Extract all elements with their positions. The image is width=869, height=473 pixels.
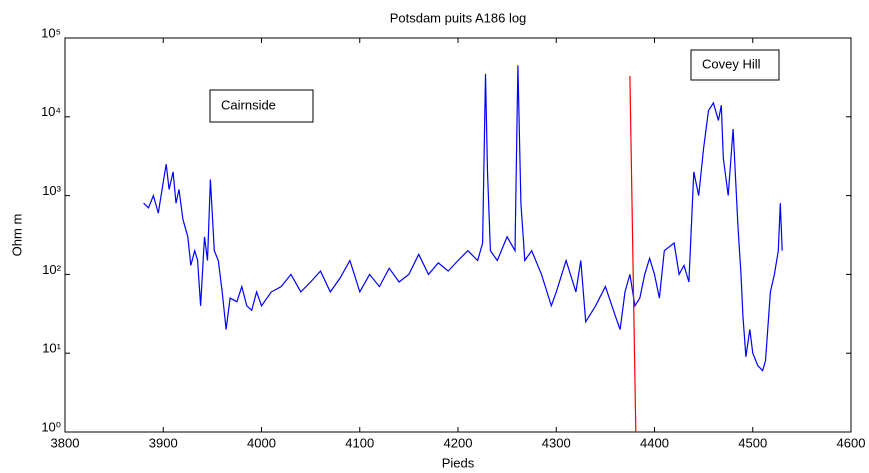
marker-line xyxy=(629,75,637,433)
y-tick-label: 10¹ xyxy=(42,341,61,356)
x-tick-label: 3800 xyxy=(51,435,80,450)
annotation-box xyxy=(690,49,780,81)
y-tick-label: 10³ xyxy=(42,183,61,198)
x-tick-label: 4000 xyxy=(247,435,276,450)
y-tick-label: 10² xyxy=(42,262,61,277)
y-axis-label: Ohm m xyxy=(9,214,24,257)
x-tick-label: 4100 xyxy=(345,435,374,450)
annotation: Cairnside xyxy=(221,97,276,112)
annotation: Covey Hill xyxy=(702,56,761,71)
chart-title: Potsdam puits A186 log xyxy=(390,10,527,25)
x-tick-label: 4600 xyxy=(837,435,866,450)
y-tick-label: 10⁴ xyxy=(41,104,61,119)
data-line xyxy=(143,65,783,372)
plot-frame xyxy=(64,37,852,433)
x-tick-label: 4200 xyxy=(444,435,473,450)
x-tick-label: 3900 xyxy=(149,435,178,450)
y-tick-label: 10⁰ xyxy=(41,419,61,434)
annotation-box xyxy=(209,89,314,123)
y-tick-label: 10⁵ xyxy=(41,25,61,40)
x-tick-label: 4400 xyxy=(640,435,669,450)
x-axis-label: Pieds xyxy=(442,455,475,470)
x-tick-label: 4300 xyxy=(542,435,571,450)
x-tick-label: 4500 xyxy=(738,435,767,450)
